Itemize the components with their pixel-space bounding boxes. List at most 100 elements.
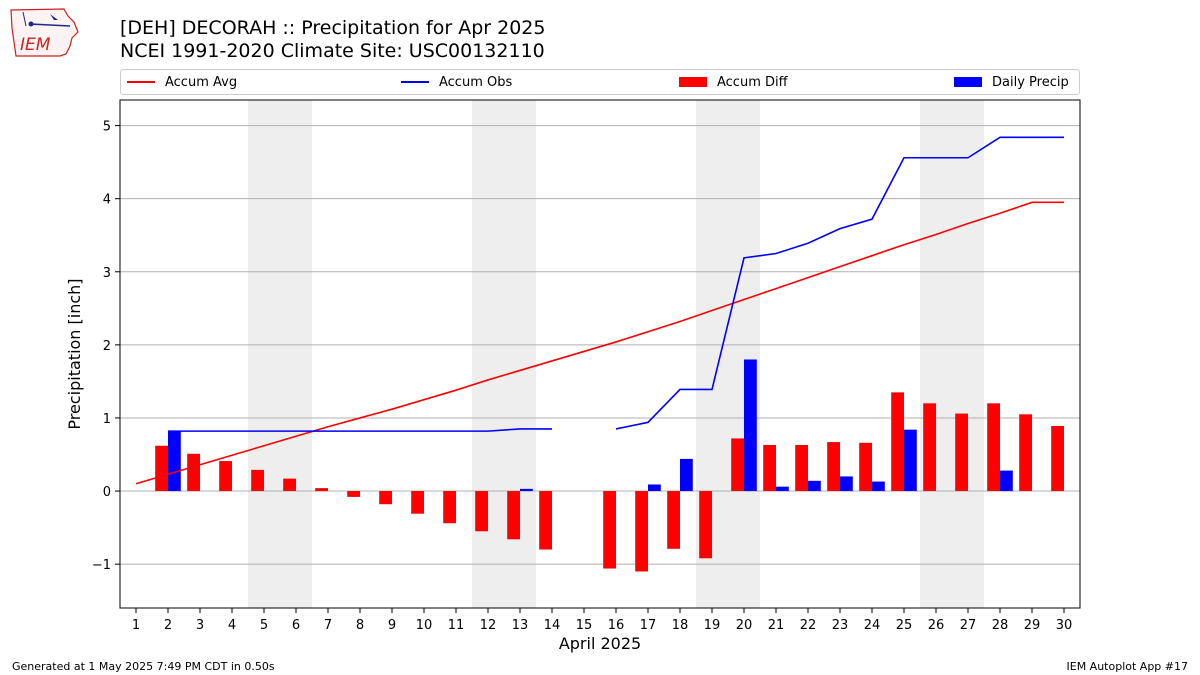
accum-diff-bar <box>219 461 232 492</box>
accum-diff-bar <box>827 442 840 492</box>
accum-diff-bar <box>667 491 680 549</box>
x-tick-label: 8 <box>356 618 364 633</box>
x-tick-label: 22 <box>800 618 817 633</box>
x-tick-label: 29 <box>1024 618 1041 633</box>
x-tick-label: 5 <box>260 618 268 633</box>
y-tick-label: 2 <box>103 339 111 354</box>
x-tick-label: 14 <box>544 618 561 633</box>
daily-precip-bar <box>680 458 693 492</box>
x-tick-label: 23 <box>832 618 849 633</box>
x-tick-label: 4 <box>228 618 236 633</box>
accum-diff-bar <box>475 491 488 532</box>
iowa-outline-icon: IEM <box>10 8 79 57</box>
x-tick-label: 11 <box>448 618 465 633</box>
daily-precip-bar <box>648 484 661 492</box>
x-tick-label: 27 <box>960 618 977 633</box>
legend-swatch-daily-precip <box>954 77 982 87</box>
accum-diff-bar <box>891 392 904 492</box>
x-tick-label: 20 <box>736 618 753 633</box>
y-tick-label: 3 <box>103 266 111 281</box>
x-tick-label: 30 <box>1056 618 1073 633</box>
accum-diff-bar <box>923 403 936 492</box>
x-tick-label: 19 <box>704 618 721 633</box>
accum-diff-bar <box>731 438 744 492</box>
legend-label: Accum Avg <box>165 74 238 90</box>
logo-text: IEM <box>20 35 51 55</box>
y-tick-label: 0 <box>103 485 111 500</box>
accum-diff-bar <box>411 491 424 514</box>
legend-swatch-accum-obs <box>401 81 429 83</box>
x-tick-label: 28 <box>992 618 1009 633</box>
daily-precip-bar <box>904 429 917 492</box>
legend-item-accum-avg: Accum Avg <box>127 73 237 91</box>
x-tick-label: 24 <box>864 618 881 633</box>
x-tick-label: 10 <box>416 618 433 633</box>
legend-item-accum-obs: Accum Obs <box>401 73 512 91</box>
x-tick-label: 26 <box>928 618 945 633</box>
daily-precip-bar <box>1000 470 1013 492</box>
weekend-shade <box>472 100 536 608</box>
legend-swatch-accum-diff <box>679 77 707 87</box>
accum-diff-bar <box>539 491 552 550</box>
accum-obs-line <box>168 428 552 432</box>
x-tick-label: 12 <box>480 618 497 633</box>
accum-diff-bar <box>379 491 392 505</box>
daily-precip-bar <box>744 359 757 492</box>
chart-subtitle: NCEI 1991-2020 Climate Site: USC00132110 <box>120 40 545 62</box>
y-tick-label: 4 <box>103 193 111 208</box>
chart-legend: Accum Avg Accum Obs Accum Diff Daily Pre… <box>120 69 1080 95</box>
iem-logo: IEM <box>8 6 80 60</box>
x-tick-label: 3 <box>196 618 204 633</box>
plot-frame <box>119 99 1081 609</box>
app-credit: IEM Autoplot App #17 <box>1066 660 1189 673</box>
accum-diff-bar <box>603 491 616 569</box>
x-tick-label: 6 <box>292 618 300 633</box>
legend-label: Accum Diff <box>717 74 788 90</box>
accum-diff-bar <box>1019 414 1032 492</box>
accum-diff-bar <box>315 488 328 492</box>
daily-precip-bar <box>840 476 853 492</box>
accum-diff-bar <box>955 413 968 492</box>
x-tick-label: 17 <box>640 618 657 633</box>
accum-avg-line <box>135 201 1064 485</box>
x-tick-label: 21 <box>768 618 785 633</box>
accum-diff-bar <box>1051 425 1064 492</box>
accum-diff-bar <box>635 491 648 572</box>
generated-timestamp: Generated at 1 May 2025 7:49 PM CDT in 0… <box>12 660 275 673</box>
accum-diff-bar <box>187 453 200 492</box>
weekend-shade <box>248 100 312 608</box>
legend-item-daily-precip: Daily Precip <box>954 73 1069 91</box>
x-tick-label: 9 <box>388 618 396 633</box>
accum-diff-bar <box>283 478 296 492</box>
weekend-shade <box>920 100 984 608</box>
accum-diff-bar <box>155 445 168 492</box>
x-tick-label: 25 <box>896 618 913 633</box>
daily-precip-bar <box>872 481 885 492</box>
accum-diff-bar <box>347 491 360 497</box>
legend-label: Daily Precip <box>992 74 1069 90</box>
x-tick-label: 16 <box>608 618 625 633</box>
y-axis-label: Precipitation [inch] <box>65 278 84 429</box>
accum-diff-bar <box>251 469 264 492</box>
y-tick-label: −1 <box>92 558 111 573</box>
x-tick-label: 2 <box>164 618 172 633</box>
accum-diff-bar <box>987 403 1000 492</box>
accum-diff-bar <box>763 445 776 492</box>
y-tick-label: 1 <box>103 412 111 427</box>
x-tick-label: 18 <box>672 618 689 633</box>
daily-precip-bar <box>808 480 821 492</box>
accum-diff-bar <box>443 491 456 524</box>
legend-label: Accum Obs <box>439 74 513 90</box>
y-tick-label: 5 <box>103 120 111 135</box>
x-tick-label: 13 <box>512 618 529 633</box>
legend-item-accum-diff: Accum Diff <box>679 73 788 91</box>
daily-precip-bar <box>776 486 789 492</box>
legend-swatch-accum-avg <box>127 81 155 83</box>
accum-diff-bar <box>795 445 808 492</box>
accum-diff-bar <box>859 442 872 492</box>
x-tick-label: 15 <box>576 618 593 633</box>
accum-diff-bar <box>507 491 520 540</box>
x-tick-label: 7 <box>324 618 332 633</box>
x-tick-label: 1 <box>132 618 140 633</box>
accum-obs-line <box>615 136 1064 430</box>
